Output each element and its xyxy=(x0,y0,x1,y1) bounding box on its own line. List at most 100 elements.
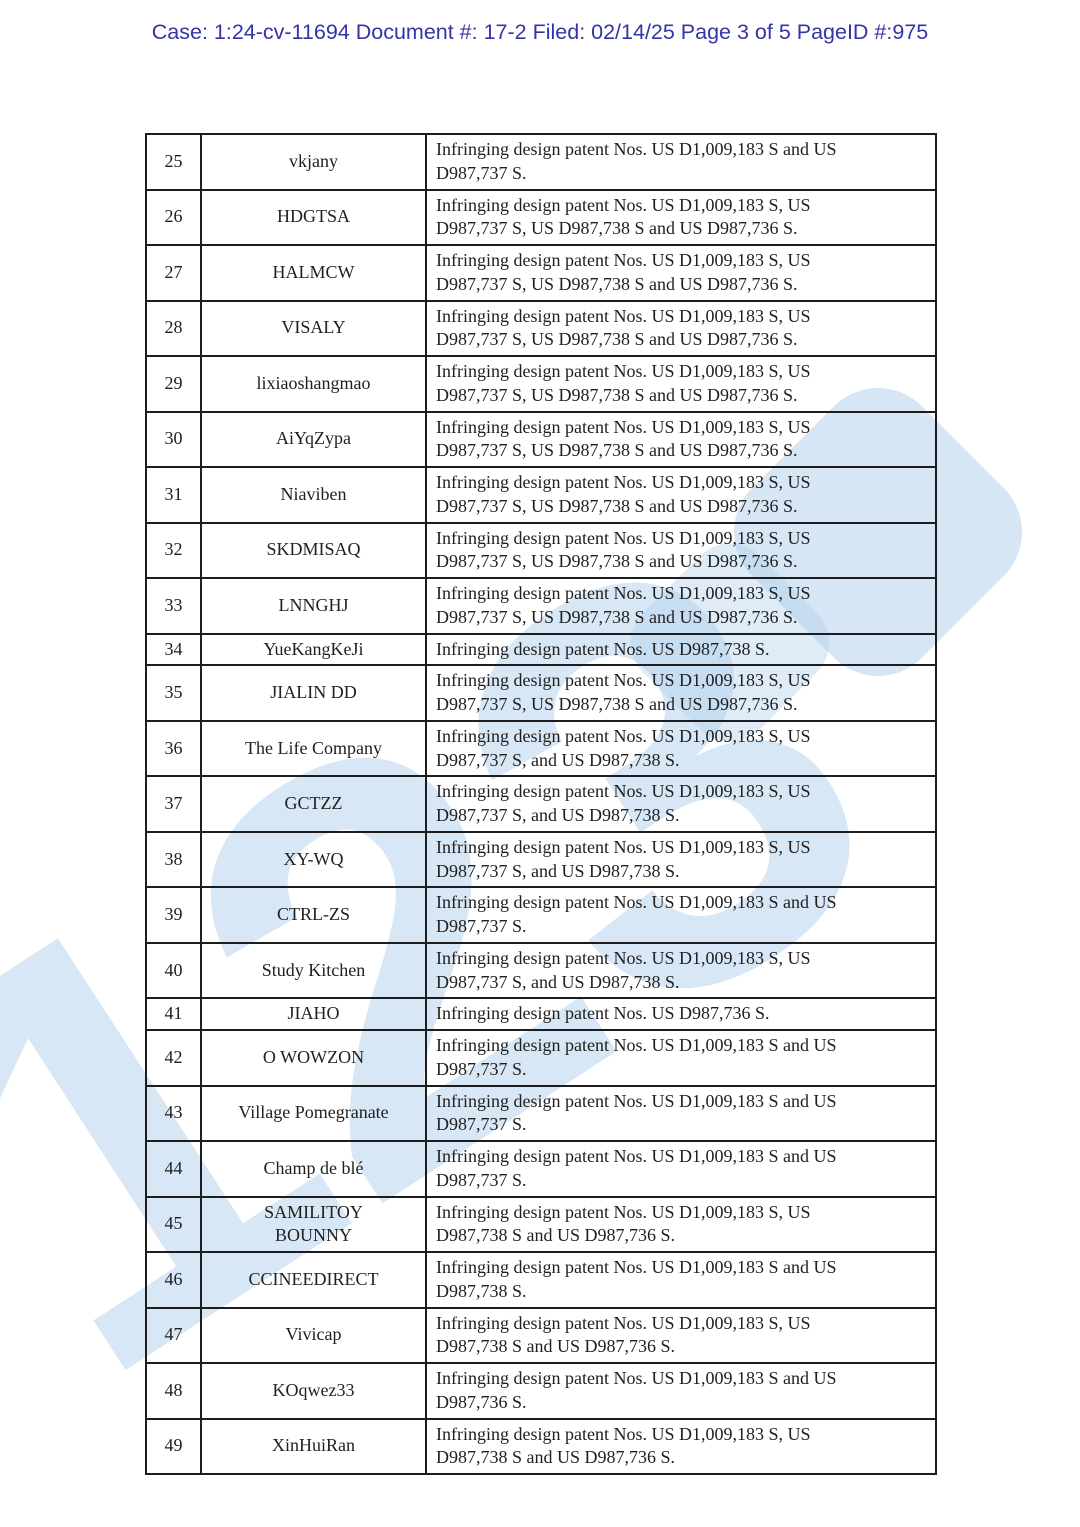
row-number-cell: 33 xyxy=(145,577,202,635)
patent-description-cell: Infringing design patent Nos. US D1,009,… xyxy=(425,1306,937,1364)
row-number-cell: 30 xyxy=(145,410,202,468)
seller-name-cell: Village Pomegranate xyxy=(200,1084,427,1142)
seller-name-cell: HALMCW xyxy=(200,244,427,302)
seller-name-cell: Champ de blé xyxy=(200,1140,427,1198)
row-number-cell: 43 xyxy=(145,1084,202,1142)
table-row: 36 The Life Company Infringing design pa… xyxy=(145,719,937,778)
row-number-cell: 34 xyxy=(145,632,202,667)
seller-name-cell: LNNGHJ xyxy=(200,577,427,635)
case-caption: Case: 1:24-cv-11694 Document #: 17-2 Fil… xyxy=(151,20,929,44)
patent-description-cell: Infringing design patent Nos. US D1,009,… xyxy=(425,466,937,524)
row-number-cell: 46 xyxy=(145,1251,202,1309)
row-number-cell: 37 xyxy=(145,775,202,833)
row-number-cell: 42 xyxy=(145,1029,202,1087)
seller-name-cell: JIAHO xyxy=(200,997,427,1031)
patent-description-cell: Infringing design patent Nos. US D1,009,… xyxy=(425,188,937,246)
patent-description-cell: Infringing design patent Nos. US D1,009,… xyxy=(425,355,937,413)
table-row: 32 SKDMISAQ Infringing design patent Nos… xyxy=(145,521,937,579)
row-number-cell: 49 xyxy=(145,1417,202,1475)
row-number-cell: 32 xyxy=(145,521,202,579)
table-row: 44 Champ de blé Infringing design patent… xyxy=(145,1140,937,1198)
table-row: 45 SAMILITOY BOUNNY Infringing design pa… xyxy=(145,1195,937,1253)
patent-description-cell: Infringing design patent Nos. US D1,009,… xyxy=(425,1362,937,1420)
table-row: 42 O WOWZON Infringing design patent Nos… xyxy=(145,1029,937,1087)
seller-name-cell: HDGTSA xyxy=(200,188,427,246)
table-row: 31 Niaviben Infringing design patent Nos… xyxy=(145,466,937,524)
seller-name-cell: The Life Company xyxy=(200,719,427,778)
seller-name-cell: VISALY xyxy=(200,299,427,357)
row-number-cell: 48 xyxy=(145,1362,202,1420)
table-row: 25 vkjany Infringing design patent Nos. … xyxy=(145,133,937,191)
seller-name-cell: Niaviben xyxy=(200,466,427,524)
patent-description-cell: Infringing design patent Nos. US D1,009,… xyxy=(425,410,937,468)
table-row: 39 CTRL-ZS Infringing design patent Nos.… xyxy=(145,886,937,944)
patent-description-cell: Infringing design patent Nos. US D1,009,… xyxy=(425,775,937,833)
patent-description-cell: Infringing design patent Nos. US D1,009,… xyxy=(425,133,937,191)
table-row: 26 HDGTSA Infringing design patent Nos. … xyxy=(145,188,937,246)
row-number-cell: 35 xyxy=(145,664,202,722)
seller-name-cell: CCINEEDIRECT xyxy=(200,1251,427,1309)
patent-description-cell: Infringing design patent Nos. US D1,009,… xyxy=(425,1084,937,1142)
table-row: 43 Village Pomegranate Infringing design… xyxy=(145,1084,937,1142)
infringement-table: 25 vkjany Infringing design patent Nos. … xyxy=(145,133,937,1475)
seller-name-cell: SAMILITOY BOUNNY xyxy=(200,1195,427,1253)
patent-description-cell: Infringing design patent Nos. US D987,73… xyxy=(425,997,937,1031)
table-row: 40 Study Kitchen Infringing design paten… xyxy=(145,941,937,1000)
patent-description-cell: Infringing design patent Nos. US D1,009,… xyxy=(425,886,937,944)
patent-description-cell: Infringing design patent Nos. US D1,009,… xyxy=(425,1195,937,1253)
table-row: 29 lixiaoshangmao Infringing design pate… xyxy=(145,355,937,413)
table-row: 30 AiYqZypa Infringing design patent Nos… xyxy=(145,410,937,468)
table-row: 37 GCTZZ Infringing design patent Nos. U… xyxy=(145,775,937,833)
patent-description-cell: Infringing design patent Nos. US D1,009,… xyxy=(425,577,937,635)
table-row: 35 JIALIN DD Infringing design patent No… xyxy=(145,664,937,722)
row-number-cell: 44 xyxy=(145,1140,202,1198)
patent-description-cell: Infringing design patent Nos. US D1,009,… xyxy=(425,1140,937,1198)
table-row: 33 LNNGHJ Infringing design patent Nos. … xyxy=(145,577,937,635)
patent-description-cell: Infringing design patent Nos. US D1,009,… xyxy=(425,299,937,357)
patent-description-cell: Infringing design patent Nos. US D987,73… xyxy=(425,632,937,667)
seller-name-cell: AiYqZypa xyxy=(200,410,427,468)
patent-description-cell: Infringing design patent Nos. US D1,009,… xyxy=(425,244,937,302)
seller-name-cell: Study Kitchen xyxy=(200,941,427,1000)
row-number-cell: 40 xyxy=(145,941,202,1000)
row-number-cell: 31 xyxy=(145,466,202,524)
patent-description-cell: Infringing design patent Nos. US D1,009,… xyxy=(425,719,937,778)
row-number-cell: 28 xyxy=(145,299,202,357)
seller-name-cell: Vivicap xyxy=(200,1306,427,1364)
seller-name-cell: XinHuiRan xyxy=(200,1417,427,1475)
row-number-cell: 29 xyxy=(145,355,202,413)
table-row: 28 VISALY Infringing design patent Nos. … xyxy=(145,299,937,357)
row-number-cell: 36 xyxy=(145,719,202,778)
table-row: 48 KOqwez33 Infringing design patent Nos… xyxy=(145,1362,937,1420)
seller-name-cell: SKDMISAQ xyxy=(200,521,427,579)
seller-name-cell: O WOWZON xyxy=(200,1029,427,1087)
table-row: 27 HALMCW Infringing design patent Nos. … xyxy=(145,244,937,302)
row-number-cell: 39 xyxy=(145,886,202,944)
row-number-cell: 26 xyxy=(145,188,202,246)
seller-name-cell: GCTZZ xyxy=(200,775,427,833)
patent-description-cell: Infringing design patent Nos. US D1,009,… xyxy=(425,1029,937,1087)
patent-description-cell: Infringing design patent Nos. US D1,009,… xyxy=(425,521,937,579)
patent-description-cell: Infringing design patent Nos. US D1,009,… xyxy=(425,664,937,722)
patent-description-cell: Infringing design patent Nos. US D1,009,… xyxy=(425,941,937,1000)
seller-name-cell: KOqwez33 xyxy=(200,1362,427,1420)
patent-description-cell: Infringing design patent Nos. US D1,009,… xyxy=(425,830,937,889)
row-number-cell: 38 xyxy=(145,830,202,889)
patent-description-cell: Infringing design patent Nos. US D1,009,… xyxy=(425,1417,937,1475)
infringement-table-body: 25 vkjany Infringing design patent Nos. … xyxy=(145,133,937,1475)
seller-name-cell: vkjany xyxy=(200,133,427,191)
seller-name-cell: YueKangKeJi xyxy=(200,632,427,667)
table-row: 46 CCINEEDIRECT Infringing design patent… xyxy=(145,1251,937,1309)
patent-description-cell: Infringing design patent Nos. US D1,009,… xyxy=(425,1251,937,1309)
table-row: 41 JIAHO Infringing design patent Nos. U… xyxy=(145,997,937,1031)
row-number-cell: 27 xyxy=(145,244,202,302)
seller-name-cell: XY-WQ xyxy=(200,830,427,889)
table-row: 38 XY-WQ Infringing design patent Nos. U… xyxy=(145,830,937,889)
table-row: 34 YueKangKeJi Infringing design patent … xyxy=(145,632,937,667)
row-number-cell: 25 xyxy=(145,133,202,191)
seller-name-cell: lixiaoshangmao xyxy=(200,355,427,413)
table-row: 49 XinHuiRan Infringing design patent No… xyxy=(145,1417,937,1475)
seller-name-cell: JIALIN DD xyxy=(200,664,427,722)
row-number-cell: 45 xyxy=(145,1195,202,1253)
